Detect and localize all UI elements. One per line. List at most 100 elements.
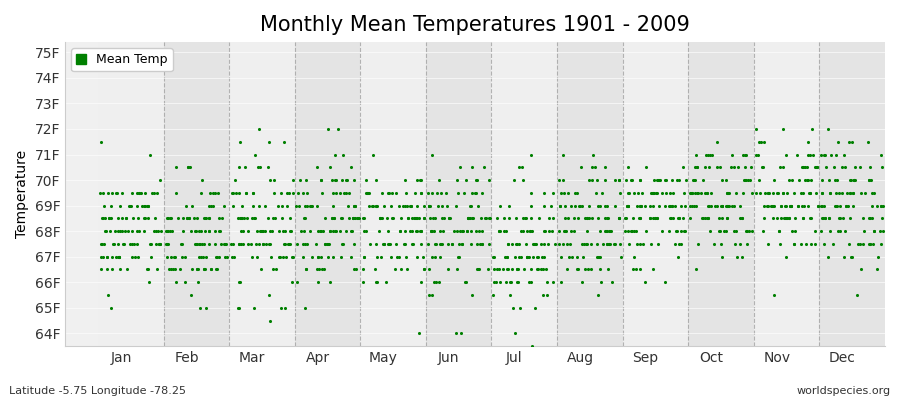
Point (540, 292, 554, 298)
Point (760, 202, 775, 209)
Point (310, 254, 325, 260)
Point (100, 254, 114, 260)
Point (801, 138, 815, 145)
Point (776, 164, 790, 170)
Point (538, 266, 553, 273)
Point (212, 254, 226, 260)
Point (724, 151, 739, 158)
Point (140, 266, 155, 273)
Point (356, 266, 371, 273)
Point (731, 164, 745, 170)
Point (669, 228, 683, 234)
Point (256, 241, 270, 247)
Point (282, 190, 296, 196)
Point (863, 215, 878, 222)
Point (194, 254, 208, 260)
Point (576, 254, 590, 260)
Bar (754, 42, 819, 346)
Point (521, 254, 535, 260)
Point (361, 190, 375, 196)
Point (298, 305, 312, 311)
Point (471, 266, 485, 273)
Point (526, 241, 540, 247)
Bar (491, 42, 557, 346)
Point (374, 215, 389, 222)
Point (125, 228, 140, 234)
Point (238, 164, 252, 170)
Point (602, 241, 616, 247)
Point (482, 215, 496, 222)
Point (414, 190, 428, 196)
Point (147, 190, 161, 196)
Point (393, 228, 408, 234)
Point (296, 190, 310, 196)
Point (701, 202, 716, 209)
Point (293, 177, 308, 183)
Point (202, 228, 216, 234)
Point (337, 190, 351, 196)
Point (577, 241, 591, 247)
Point (500, 266, 515, 273)
Point (369, 202, 383, 209)
Point (842, 177, 857, 183)
Point (389, 241, 403, 247)
Point (817, 215, 832, 222)
Point (149, 228, 164, 234)
Point (369, 177, 383, 183)
Point (425, 228, 439, 234)
Point (683, 215, 698, 222)
Point (835, 215, 850, 222)
Point (871, 254, 886, 260)
Point (809, 190, 824, 196)
Point (836, 254, 850, 260)
Point (381, 190, 395, 196)
Point (119, 215, 133, 222)
Point (438, 190, 453, 196)
Point (842, 190, 857, 196)
Point (595, 190, 609, 196)
Point (862, 177, 877, 183)
Point (524, 202, 538, 209)
Point (824, 151, 839, 158)
Point (658, 202, 672, 209)
Point (572, 202, 586, 209)
Point (718, 177, 733, 183)
Point (112, 202, 127, 209)
Point (274, 190, 289, 196)
Point (578, 215, 592, 222)
Point (463, 202, 477, 209)
Point (346, 202, 361, 209)
Point (869, 202, 884, 209)
Point (227, 254, 241, 260)
Point (376, 241, 391, 247)
Point (462, 215, 476, 222)
Point (199, 254, 213, 260)
Point (347, 266, 362, 273)
Point (359, 190, 374, 196)
Point (450, 177, 464, 183)
Point (720, 202, 734, 209)
Point (269, 266, 284, 273)
Point (195, 241, 210, 247)
Point (135, 202, 149, 209)
Point (181, 164, 195, 170)
Point (178, 254, 193, 260)
Point (762, 190, 777, 196)
Point (99, 266, 113, 273)
Point (140, 266, 155, 273)
Point (316, 228, 330, 234)
Point (416, 254, 430, 260)
Point (713, 164, 727, 170)
Point (465, 190, 480, 196)
Point (260, 215, 274, 222)
Point (552, 228, 566, 234)
Point (251, 164, 266, 170)
Point (853, 241, 868, 247)
Point (683, 190, 698, 196)
Point (844, 177, 859, 183)
Point (554, 279, 568, 286)
Point (112, 228, 127, 234)
Point (584, 241, 598, 247)
Point (346, 215, 360, 222)
Point (380, 215, 394, 222)
